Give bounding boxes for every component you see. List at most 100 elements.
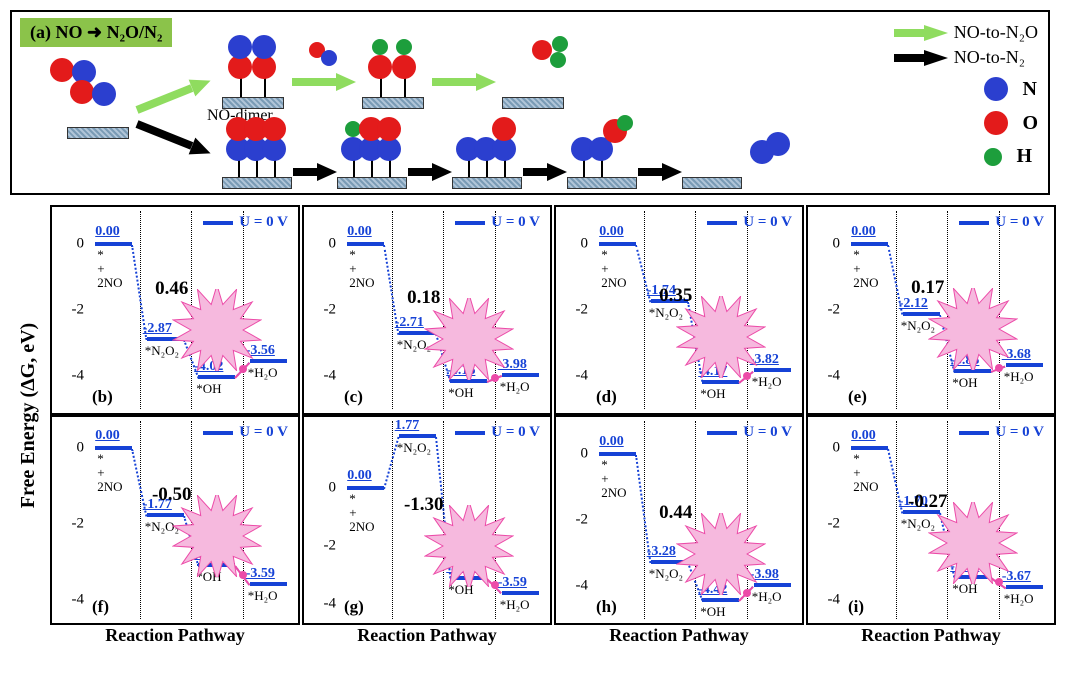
y-tick: 0 <box>810 439 840 456</box>
x-axis-label: Reaction Pathway <box>302 625 552 645</box>
y-tick: 0 <box>306 479 336 496</box>
atom-icon <box>766 132 790 156</box>
atom-icon <box>262 117 286 141</box>
plot-area: U = 0 V0.00*+2NO-1.70*N₂O₂-3.40*OH-3.67*… <box>844 421 1050 619</box>
atom-icon <box>492 117 516 141</box>
substrate-icon <box>567 177 637 189</box>
species-label: *H₂O <box>1004 369 1034 385</box>
chart-panel-h: U = 0 V0.00*+2NO-3.28*N₂O₂-4.42*OH-3.98*… <box>554 415 804 625</box>
chart-panel-f: U = 0 V0.00*+2NO-1.77*N₂O₂-3.09*OH-3.59*… <box>50 415 300 625</box>
x-axis-label: Reaction Pathway <box>806 625 1056 645</box>
arrow-green-icon <box>894 24 954 42</box>
panel-letter: (e) <box>848 387 867 407</box>
vgrid-line <box>140 421 141 619</box>
panel-a-schematic: (a) NO ➜ N₂O/N₂ NO-to-N₂O NO-to-N₂ NOH N… <box>10 10 1050 195</box>
y-axis-label: Free Energy (ΔG, eV) <box>10 205 48 625</box>
legend-green-text: NO-to-N₂O <box>954 22 1038 43</box>
burst-value: 0.44 <box>659 502 692 524</box>
arrowhead-icon <box>189 138 214 162</box>
species-label: *OH <box>448 385 473 401</box>
u-label: U = 0 V <box>203 214 288 231</box>
atom-icon <box>50 58 74 82</box>
energy-step <box>95 242 132 246</box>
vgrid-line <box>896 211 897 409</box>
substrate-icon <box>452 177 522 189</box>
u-line-icon <box>707 221 737 225</box>
atom-legend-row: N <box>984 77 1038 101</box>
atom-icon <box>550 52 566 68</box>
step-value: 0.00 <box>851 428 876 444</box>
atom-icon <box>984 77 1008 101</box>
y-tick: -4 <box>54 368 84 385</box>
substrate-icon <box>682 177 742 189</box>
substrate-icon <box>362 97 424 109</box>
species-label: *+2NO <box>853 248 878 290</box>
u-label-text: U = 0 V <box>995 214 1044 231</box>
atom-icon <box>377 117 401 141</box>
arrowhead-icon <box>336 73 356 91</box>
u-label: U = 0 V <box>959 214 1044 231</box>
species-label: *+2NO <box>97 248 122 290</box>
burst-icon <box>928 288 1018 370</box>
step-value: 0.00 <box>95 428 120 444</box>
species-label: *H₂O <box>248 588 278 604</box>
energy-step <box>399 434 436 438</box>
panel-letter: (i) <box>848 597 864 617</box>
chart-panel-b: U = 0 V0.00*+2NO-2.87*N₂O₂-4.02*OH-3.56*… <box>50 205 300 415</box>
arrowhead-icon <box>662 163 682 181</box>
y-tick: -4 <box>810 591 840 608</box>
species-label: *OH <box>952 375 977 391</box>
arrowhead-icon <box>432 163 452 181</box>
atom-label: H <box>1016 145 1032 168</box>
panel-a-canvas: NO-dimer <box>22 52 818 188</box>
plot-area: U = 0 V0.00*+2NO-2.71*N₂O₂-4.16*OH-3.98*… <box>340 211 546 409</box>
atom-legend-row: H <box>984 145 1038 168</box>
u-line-icon <box>959 221 989 225</box>
species-label: *+2NO <box>601 458 626 500</box>
arrow-icon <box>136 120 194 149</box>
plot-area: U = 0 V0.00*+2NO-2.12*N₂O₂-3.85*OH-3.68*… <box>844 211 1050 409</box>
u-line-icon <box>455 431 485 435</box>
species-label: *+2NO <box>97 452 122 494</box>
burst-value: 0.35 <box>659 285 692 307</box>
step-value: -2.71 <box>395 315 424 331</box>
atom-icon <box>252 35 276 59</box>
y-tick: -4 <box>558 578 588 595</box>
y-tick: -2 <box>54 515 84 532</box>
arrow-legend: NO-to-N₂O NO-to-N₂ <box>894 22 1038 72</box>
energy-step <box>347 242 384 246</box>
y-tick: 0 <box>558 236 588 253</box>
species-label: *H₂O <box>1004 591 1034 607</box>
u-label: U = 0 V <box>707 424 792 441</box>
species-label: *H₂O <box>500 379 530 395</box>
y-tick: -2 <box>306 302 336 319</box>
atom-icon <box>552 36 568 52</box>
u-label: U = 0 V <box>455 424 540 441</box>
y-tick: -4 <box>306 368 336 385</box>
energy-step <box>502 591 539 595</box>
atom-icon <box>617 115 633 131</box>
y-tick: 0 <box>54 236 84 253</box>
y-tick: -2 <box>54 302 84 319</box>
substrate-icon <box>502 97 564 109</box>
u-label: U = 0 V <box>707 214 792 231</box>
y-tick: -4 <box>54 591 84 608</box>
energy-step <box>95 446 132 450</box>
species-label: *+2NO <box>349 248 374 290</box>
substrate-icon <box>222 177 292 189</box>
y-axis-label-text: Free Energy (ΔG, eV) <box>18 322 41 507</box>
step-value: 0.00 <box>347 224 372 240</box>
y-tick: 0 <box>810 236 840 253</box>
panel-letter: (c) <box>344 387 363 407</box>
u-label: U = 0 V <box>203 424 288 441</box>
energy-step <box>599 452 636 456</box>
energy-step <box>250 582 287 586</box>
u-label-text: U = 0 V <box>995 424 1044 441</box>
plot-area: U = 0 V0.00*+2NO-1.77*N₂O₂-3.09*OH-3.59*… <box>88 421 294 619</box>
u-label: U = 0 V <box>959 424 1044 441</box>
panel-letter: (f) <box>92 597 109 617</box>
plot-area: U = 0 V0.00*+2NO1.77*N₂O₂-3.09*OH-3.59*H… <box>340 421 546 619</box>
species-label: *+2NO <box>601 248 626 290</box>
atom-icon <box>984 148 1002 166</box>
burst-value: 0.46 <box>155 278 188 300</box>
